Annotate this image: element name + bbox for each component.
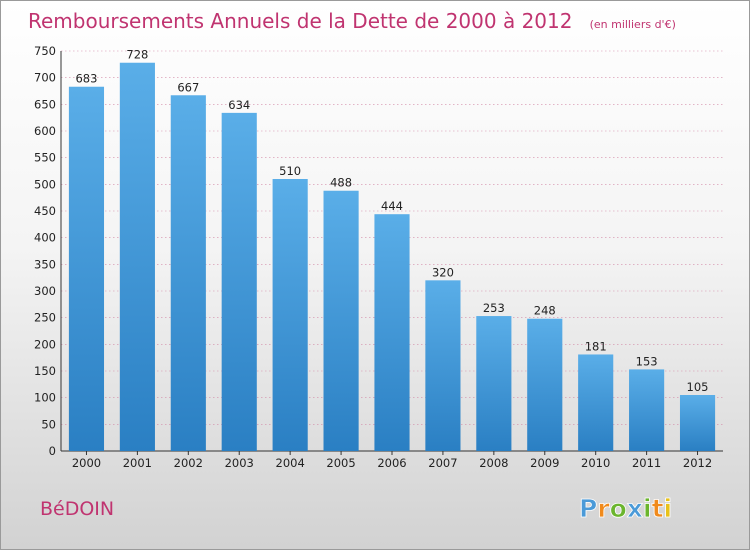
x-tick-label: 2009 (530, 456, 559, 470)
y-tick-label: 700 (34, 71, 56, 85)
bar (679, 395, 716, 451)
bar-value-label: 510 (279, 164, 301, 178)
bar (119, 62, 155, 451)
x-tick-label: 2005 (326, 456, 355, 470)
y-tick-label: 250 (34, 311, 56, 325)
proxiti-logo: Proxiti (579, 494, 672, 523)
bar (578, 354, 614, 451)
bar-value-label: 683 (75, 72, 97, 86)
bar (629, 369, 665, 451)
bar-value-label: 248 (534, 304, 556, 318)
y-tick-label: 600 (34, 124, 56, 138)
bar (221, 112, 257, 451)
bar (476, 316, 512, 451)
x-tick-label: 2011 (632, 456, 661, 470)
bar-value-label: 320 (432, 265, 454, 279)
y-tick-label: 400 (34, 231, 56, 245)
y-tick-label: 0 (49, 444, 56, 458)
y-tick-label: 550 (34, 151, 56, 165)
y-tick-label: 50 (41, 417, 56, 431)
bar (425, 280, 461, 451)
commune-name: BéDOIN (40, 498, 114, 520)
bar-value-label: 667 (177, 80, 199, 94)
bar-value-label: 444 (381, 199, 403, 213)
bar-value-label: 634 (228, 98, 250, 112)
x-tick-label: 2006 (377, 456, 406, 470)
x-tick-label: 2003 (225, 456, 254, 470)
chart-title-main: Remboursements Annuels de la Dette de 20… (28, 9, 572, 33)
y-tick-label: 750 (34, 44, 56, 58)
bar-value-label: 488 (330, 176, 352, 190)
logo-letter: o (610, 494, 627, 523)
bar-value-label: 153 (636, 354, 658, 368)
y-tick-label: 450 (34, 204, 56, 218)
x-tick-label: 2002 (174, 456, 203, 470)
x-tick-label: 2008 (479, 456, 508, 470)
bars (68, 62, 716, 452)
bar-value-label: 105 (687, 380, 709, 394)
bar (374, 214, 410, 451)
chart-title: Remboursements Annuels de la Dette de 20… (28, 9, 676, 33)
bar (527, 318, 563, 451)
logo-letter: P (579, 494, 597, 523)
bar (170, 95, 206, 452)
logo-letter: i (664, 494, 673, 523)
x-tick-label: 2007 (428, 456, 457, 470)
x-tick-label: 2004 (276, 456, 305, 470)
x-tick-label: 2001 (123, 456, 152, 470)
y-tick-label: 350 (34, 257, 56, 271)
y-tick-label: 100 (34, 391, 56, 405)
x-tick-label: 2010 (581, 456, 610, 470)
y-tick-label: 650 (34, 97, 56, 111)
logo-letter: i (643, 494, 652, 523)
x-tick-label: 2012 (683, 456, 712, 470)
y-tick-label: 300 (34, 284, 56, 298)
bar (272, 179, 308, 451)
logo-letter: x (627, 494, 643, 523)
y-tick-label: 150 (34, 364, 56, 378)
chart-title-unit: (en milliers d'€) (590, 18, 676, 31)
bar (68, 86, 105, 451)
y-tick-labels: 0 50 100 150 200 250 300 350 400 450 500 550 600 650 7… (34, 44, 56, 458)
bar-value-label: 253 (483, 301, 505, 315)
bar-value-label: 728 (126, 48, 148, 62)
y-tick-label: 200 (34, 337, 56, 351)
bar (323, 190, 359, 451)
x-tick-label: 2000 (72, 456, 101, 470)
logo-letter: t (652, 494, 664, 523)
bar-value-labels: 683 728 667 634 510 488 444 320 253 248 181 153 105 (75, 48, 708, 394)
y-tick-label: 500 (34, 177, 56, 191)
x-tick-labels: 2000 2001 2002 2003 2004 2005 2006 2007 2008 2009… (72, 451, 712, 470)
bar-value-label: 181 (585, 339, 607, 353)
logo-letter: r (597, 494, 610, 523)
